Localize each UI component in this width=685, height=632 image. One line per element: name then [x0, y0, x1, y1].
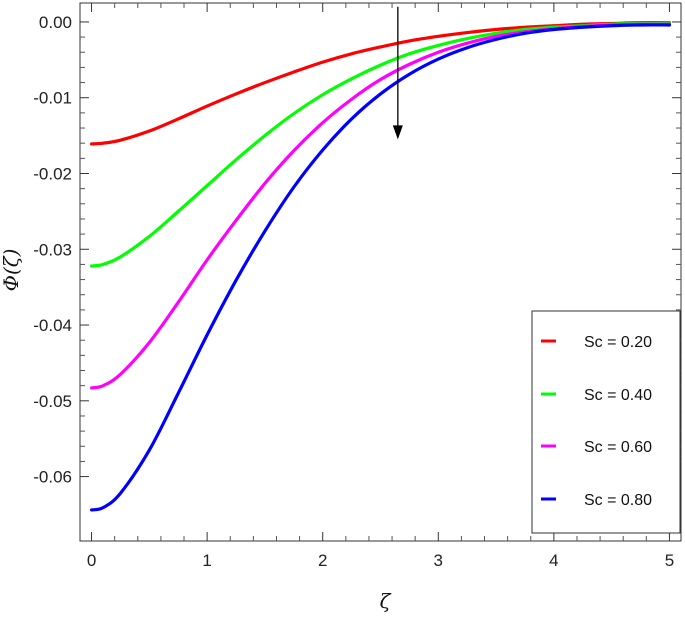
- legend-label-4: Sc = 0.80: [584, 492, 652, 509]
- series-line-4: [89, 23, 672, 512]
- y-tick-label: -0.04: [33, 316, 72, 335]
- x-tick-label: 1: [202, 551, 211, 570]
- arrow-head: [392, 125, 403, 140]
- legend-label-2: Sc = 0.40: [584, 387, 652, 404]
- y-tick-label: -0.01: [33, 89, 72, 108]
- y-tick-label: -0.06: [33, 468, 72, 487]
- plot-frame: [79, 2, 682, 542]
- legend-label-1: Sc = 0.20: [584, 334, 652, 351]
- x-tick-label: 3: [434, 551, 443, 570]
- x-axis-label: ζ: [380, 589, 392, 613]
- y-tick-label: -0.03: [33, 240, 72, 259]
- legend: Sc = 0.20 Sc = 0.40 Sc = 0.60 Sc = 0.80: [531, 310, 681, 534]
- axes: [79, 2, 682, 542]
- x-tick-label: 5: [665, 551, 674, 570]
- y-tick-label: -0.05: [33, 392, 72, 411]
- series-line-1: [89, 21, 672, 146]
- series-line-2: [89, 21, 672, 268]
- legend-box: [531, 310, 681, 534]
- y-tick-label: 0.00: [39, 13, 72, 32]
- annotation: [392, 6, 403, 140]
- x-tick-label: 0: [87, 551, 96, 570]
- y-tick-label: -0.02: [33, 164, 72, 183]
- x-tick-label: 2: [318, 551, 327, 570]
- x-tick-label: 4: [549, 551, 558, 570]
- y-axis-label: Φ(ζ): [0, 249, 23, 292]
- series-lines: [89, 21, 672, 512]
- legend-label-3: Sc = 0.60: [584, 439, 652, 456]
